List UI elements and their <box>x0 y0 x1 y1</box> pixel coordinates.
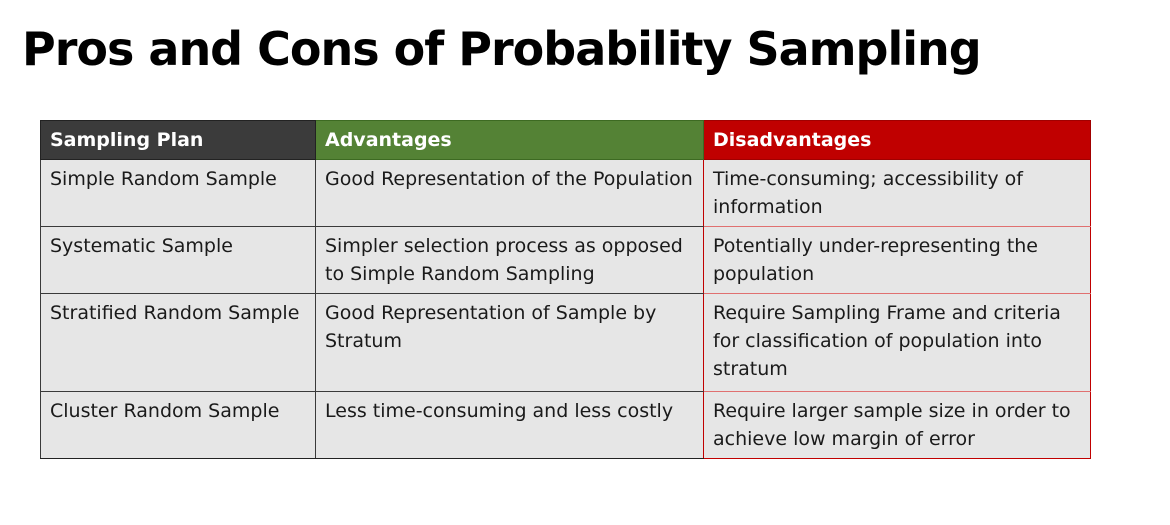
sampling-comparison-table: Sampling Plan Advantages Disadvantages S… <box>40 120 1091 459</box>
cell-disadvantages: Require Sampling Frame and criteria for … <box>703 293 1091 392</box>
table-row: Cluster Random Sample Less time-consumin… <box>40 391 1091 459</box>
cell-advantages: Less time-consuming and less costly <box>315 391 704 459</box>
cell-sampling-plan: Cluster Random Sample <box>40 391 316 459</box>
page-title: Pros and Cons of Probability Sampling <box>22 22 982 76</box>
table-header-row: Sampling Plan Advantages Disadvantages <box>40 120 1091 160</box>
cell-advantages: Good Representation of Sample by Stratum <box>315 293 704 392</box>
header-sampling-plan: Sampling Plan <box>40 120 316 160</box>
cell-sampling-plan: Systematic Sample <box>40 226 316 294</box>
cell-disadvantages: Time-consuming; accessibility of informa… <box>703 159 1091 227</box>
cell-disadvantages: Require larger sample size in order to a… <box>703 391 1091 459</box>
header-disadvantages: Disadvantages <box>703 120 1091 160</box>
table-row: Simple Random Sample Good Representation… <box>40 159 1091 227</box>
cell-advantages: Simpler selection process as opposed to … <box>315 226 704 294</box>
table-row: Systematic Sample Simpler selection proc… <box>40 226 1091 294</box>
cell-advantages: Good Representation of the Population <box>315 159 704 227</box>
cell-sampling-plan: Stratified Random Sample <box>40 293 316 392</box>
cell-sampling-plan: Simple Random Sample <box>40 159 316 227</box>
header-advantages: Advantages <box>315 120 704 160</box>
table-row: Stratified Random Sample Good Representa… <box>40 293 1091 392</box>
cell-disadvantages: Potentially under-representing the popul… <box>703 226 1091 294</box>
